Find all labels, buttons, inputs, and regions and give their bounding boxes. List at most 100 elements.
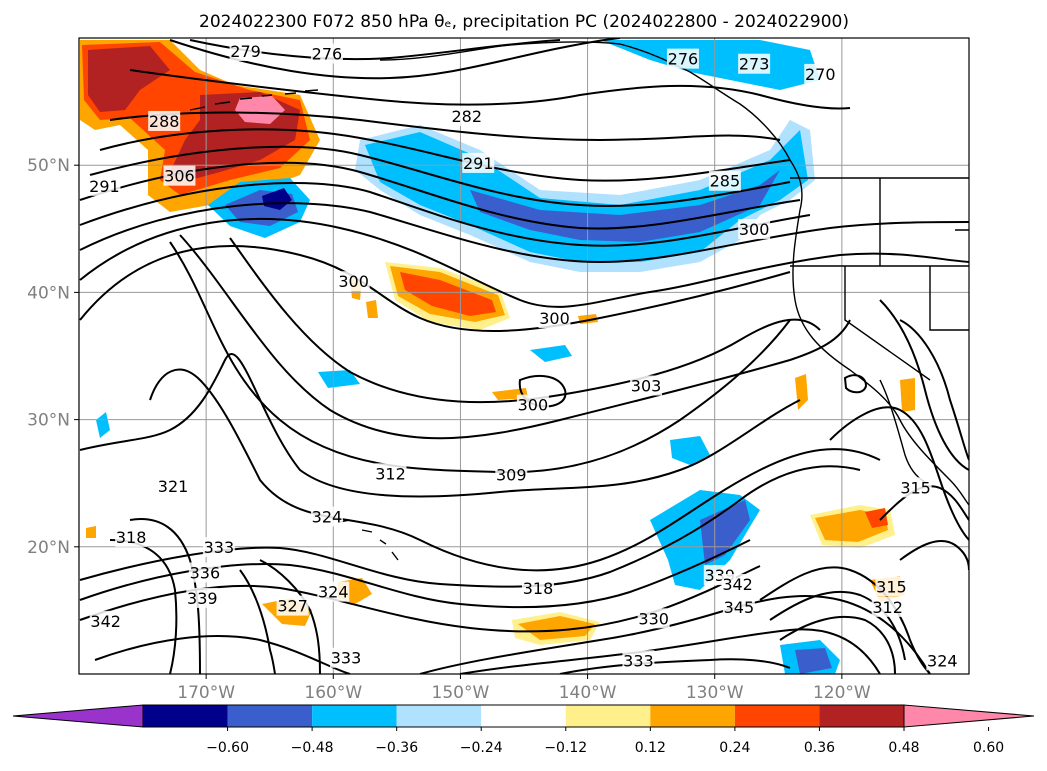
contour-label-bg xyxy=(276,595,309,616)
contour-label: 336 xyxy=(190,564,221,583)
contour-label-bg xyxy=(738,53,771,74)
contour-line xyxy=(829,406,969,541)
colorbar-tick-label: −0.60 xyxy=(206,740,249,756)
colorbar-segment xyxy=(396,705,482,727)
contour-line xyxy=(99,128,791,182)
contour-line xyxy=(79,245,791,333)
colorbar-extend-high xyxy=(903,704,1035,728)
positive-precip-region xyxy=(900,378,915,412)
negative-precip-region xyxy=(530,345,572,362)
axis-labels: 170°W 160°W 150°W 140°W 130°W 120°W 50°N 40°N 30… xyxy=(27,156,871,703)
contour-label-bg xyxy=(163,165,196,186)
coastline-baja xyxy=(879,379,926,483)
contour-label: 273 xyxy=(739,55,770,74)
contour-label-bg xyxy=(317,581,350,602)
contour-label: 333 xyxy=(204,538,235,557)
contour-label-bg xyxy=(721,573,754,594)
contour-line xyxy=(129,518,201,674)
contour-line xyxy=(79,182,811,247)
colorbar-segment xyxy=(650,705,735,727)
contour-line xyxy=(79,353,801,498)
colorbar-tick-label: −0.24 xyxy=(460,740,503,756)
contour-labels: 279 276 276 273 270 282 288 291 306 291 285 300 300 3… xyxy=(88,40,959,671)
contour-label-bg xyxy=(722,596,755,617)
coastline-north-america xyxy=(792,209,969,506)
colorbar-segment xyxy=(227,705,313,727)
contour-label: 288 xyxy=(149,112,180,131)
contour-line xyxy=(129,69,851,110)
contour-line xyxy=(419,594,931,674)
lat-tick-label: 50°N xyxy=(27,156,70,176)
contour-label-bg xyxy=(804,63,837,84)
contour-line xyxy=(559,658,791,674)
contour-label: 309 xyxy=(496,466,527,485)
contour-line xyxy=(79,218,969,308)
contour-label-bg xyxy=(666,48,699,69)
contour-line xyxy=(79,161,801,230)
contour-label: 300 xyxy=(338,272,369,291)
map-frame xyxy=(78,37,970,675)
lat-tick-label: 40°N xyxy=(27,283,70,303)
contour-label: 318 xyxy=(116,528,147,547)
contour-label-bg xyxy=(875,576,908,597)
colorbar-tick-label: −0.36 xyxy=(375,740,418,756)
colorbar-segment xyxy=(565,705,651,727)
contour-label-bg xyxy=(374,463,407,484)
colorbar: −0.60 −0.48 −0.36 −0.24 −0.12 0.12 0.24 0.36 0.4… xyxy=(12,704,1035,756)
contour-label: 324 xyxy=(318,583,349,602)
contour-line xyxy=(239,569,276,674)
aleutian-islands xyxy=(189,89,319,111)
contour-label-bg xyxy=(148,110,181,131)
contour-label: 270 xyxy=(805,65,836,84)
contour-label-bg xyxy=(622,650,655,671)
contour-label-bg xyxy=(88,175,121,196)
contour-label: 300 xyxy=(539,309,570,328)
contour-line xyxy=(879,485,969,521)
colorbar-tick-label: −0.12 xyxy=(544,740,587,756)
colorbar-tick-label: −0.48 xyxy=(291,740,334,756)
contour-label-bg xyxy=(538,308,571,329)
contour-label: 276 xyxy=(668,50,699,69)
state-borders xyxy=(790,177,969,381)
contour-label-bg xyxy=(462,152,495,173)
contour-line xyxy=(899,319,969,461)
contour-line xyxy=(179,234,851,440)
contour-label-bg xyxy=(630,375,663,396)
colorbar-segment xyxy=(734,705,820,727)
contour-label: 327 xyxy=(277,597,308,616)
contour-line xyxy=(843,374,868,394)
contour-label: 315 xyxy=(900,478,931,497)
contour-label: 303 xyxy=(631,377,662,396)
contour-label: 312 xyxy=(375,464,406,483)
contour-label: 324 xyxy=(927,651,958,670)
positive-precip-region xyxy=(865,508,888,528)
contour-line xyxy=(259,559,321,674)
contour-label: 300 xyxy=(739,220,770,239)
contour-line xyxy=(149,368,881,572)
hawaiian-islands xyxy=(339,519,399,561)
contour-label: 306 xyxy=(164,167,195,186)
contour-label: 342 xyxy=(90,612,121,631)
contour-label: 324 xyxy=(312,508,343,527)
contour-label: 291 xyxy=(463,154,494,173)
negative-precip-region xyxy=(318,370,360,388)
negative-precip-region xyxy=(700,500,750,565)
contour-label-bg xyxy=(115,526,148,547)
positive-precip-region xyxy=(86,526,96,538)
colorbar-tick-label: 0.48 xyxy=(888,740,919,756)
contour-label-bg xyxy=(926,650,959,671)
positive-precip-region xyxy=(88,46,170,112)
contour-label-bg xyxy=(899,477,932,498)
contour-label-bg xyxy=(521,577,554,598)
negative-precip-region xyxy=(795,648,832,674)
contour-label: 333 xyxy=(331,649,362,668)
contour-line xyxy=(94,635,351,674)
colorbar-extend-low xyxy=(12,704,144,728)
contour-label-bg xyxy=(310,43,343,64)
contour-line xyxy=(169,241,791,474)
negative-precip-region xyxy=(600,40,820,90)
map-area: 279 276 276 273 270 282 288 291 306 291 285 300 300 3… xyxy=(79,38,969,674)
contour-label: 282 xyxy=(452,107,483,126)
colorbar-tick-label: 0.12 xyxy=(635,740,666,756)
